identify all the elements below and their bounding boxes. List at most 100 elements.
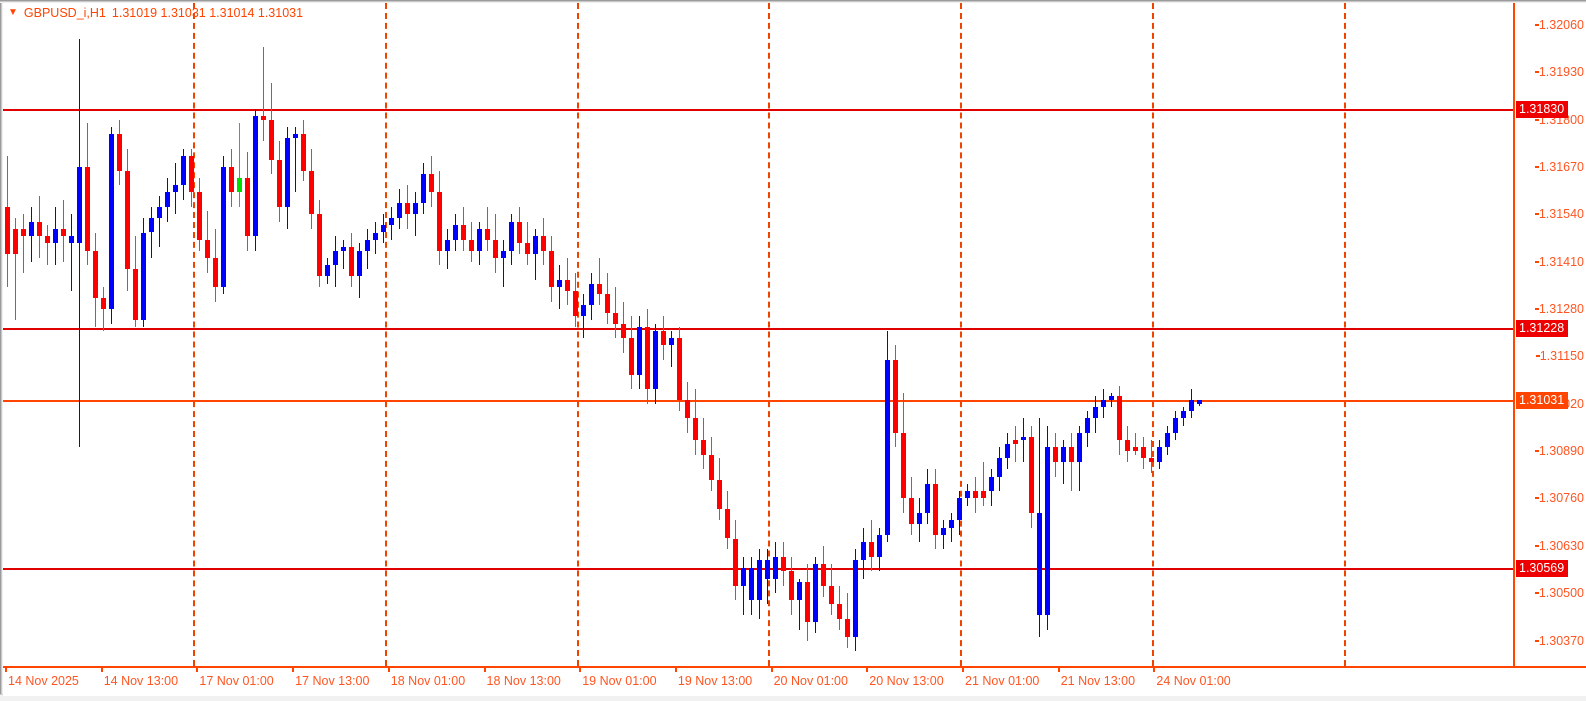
candle-body — [325, 265, 330, 277]
candle-body — [629, 338, 634, 375]
candle-body — [85, 166, 90, 251]
price-tick-mark — [1534, 450, 1539, 453]
candle-body — [1093, 407, 1098, 419]
time-tick-mark — [1057, 668, 1060, 672]
candle-body — [581, 305, 586, 317]
candle-body — [1157, 447, 1162, 462]
candle-body — [781, 556, 786, 572]
candle-body — [885, 360, 890, 535]
candle-wick — [983, 462, 984, 506]
time-tick-label: 18 Nov 13:00 — [486, 674, 561, 688]
price-tick-mark — [1534, 592, 1539, 595]
price-axis[interactable]: 1.32060 1.31930 1.31800 1.31670 1.31540 1.314… — [1513, 3, 1586, 666]
candle-wick — [1063, 440, 1064, 484]
candle-body — [837, 604, 842, 619]
candle-body — [213, 258, 218, 288]
candle-body — [493, 239, 498, 258]
price-tick-label: 1.30500 — [1534, 587, 1586, 599]
candle-body — [1133, 447, 1138, 452]
symbol-timeframe-label: GBPUSD_i,H1 — [23, 6, 106, 20]
candle-body — [5, 207, 10, 255]
candle-body — [165, 192, 170, 207]
price-tick-mark — [1534, 71, 1539, 74]
candle-body — [485, 228, 490, 240]
time-tick-label: 21 Nov 01:00 — [965, 674, 1040, 688]
candle-body — [237, 177, 242, 193]
price-level-line[interactable] — [3, 108, 1513, 111]
candle-wick — [159, 196, 160, 248]
candle-body — [557, 279, 562, 288]
candle-wick — [239, 123, 240, 207]
candle-body — [117, 134, 122, 171]
candle-wick — [151, 207, 152, 258]
candle-body — [733, 538, 738, 586]
candle-body — [813, 564, 818, 623]
price-tick-mark — [1534, 497, 1539, 500]
candle-body — [517, 221, 522, 244]
candle-body — [1117, 396, 1122, 441]
candle-body — [661, 330, 666, 346]
time-tick-label: 20 Nov 13:00 — [869, 674, 944, 688]
chart-plot-area[interactable] — [3, 3, 1513, 666]
candle-body — [997, 458, 1002, 477]
time-tick-label: 17 Nov 13:00 — [295, 674, 370, 688]
time-tick-mark — [579, 668, 582, 672]
candle-wick — [559, 265, 560, 309]
vertical-gridline — [768, 3, 770, 666]
ohlc-values-label: 1.31019 1.31031 1.31014 1.31031 — [111, 6, 304, 20]
candle-body — [269, 119, 274, 160]
candle-body — [965, 491, 970, 499]
candle-wick — [527, 221, 528, 266]
candle-body — [821, 564, 826, 586]
candle-body — [1061, 447, 1066, 462]
price-tick-mark — [1534, 165, 1539, 168]
candle-wick — [583, 294, 584, 339]
candle-body — [445, 239, 450, 251]
candle-body — [749, 567, 754, 601]
price-level-label[interactable]: 1.31830 — [1516, 100, 1569, 118]
candle-body — [877, 534, 882, 557]
candle-body — [277, 159, 282, 207]
price-level-line[interactable] — [3, 327, 1513, 330]
price-level-label[interactable]: 1.30569 — [1516, 560, 1569, 577]
candle-body — [941, 527, 946, 535]
candle-body — [797, 582, 802, 601]
candle-body — [21, 228, 26, 237]
candle-body — [669, 338, 674, 346]
candle-body — [197, 192, 202, 240]
candle-wick — [599, 258, 600, 306]
candle-body — [533, 236, 538, 255]
time-tick-mark — [100, 668, 103, 672]
price-level-line[interactable] — [3, 399, 1513, 402]
collapse-arrow-icon[interactable]: ▼ — [8, 7, 18, 18]
candle-body — [149, 217, 154, 233]
candle-body — [701, 440, 706, 455]
time-tick-mark — [866, 668, 869, 672]
candle-wick — [1071, 432, 1072, 492]
candle-body — [1181, 411, 1186, 419]
candle-body — [1005, 443, 1010, 459]
candle-wick — [295, 126, 296, 193]
current-price-label[interactable]: 1.31031 — [1516, 391, 1569, 409]
candle-body — [541, 236, 546, 251]
candle-body — [829, 585, 834, 605]
candle-body — [853, 560, 858, 637]
candle-body — [637, 327, 642, 375]
candle-body — [1149, 458, 1154, 462]
candle-body — [469, 239, 474, 251]
window-border-left — [0, 0, 3, 696]
candle-wick — [415, 192, 416, 237]
vertical-gridline — [960, 3, 962, 666]
time-axis[interactable]: 14 Nov 2025 14 Nov 13:00 17 Nov 01:00 17 No… — [3, 666, 1586, 696]
price-tick-label: 1.31670 — [1534, 161, 1586, 173]
candle-body — [301, 134, 306, 171]
candle-body — [989, 476, 994, 492]
candle-wick — [103, 287, 104, 331]
candle-body — [957, 498, 962, 521]
candle-body — [1013, 440, 1018, 444]
candle-body — [861, 542, 866, 561]
candle-body — [461, 225, 466, 240]
price-level-label[interactable]: 1.31228 — [1516, 319, 1569, 337]
candle-body — [1197, 399, 1202, 405]
candle-body — [381, 225, 386, 233]
